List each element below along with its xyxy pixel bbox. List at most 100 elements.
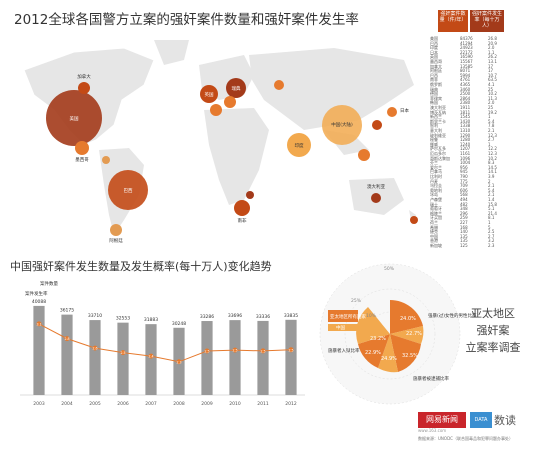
label-argentina: 阿根廷 — [109, 237, 123, 244]
row-count: 41294 — [460, 40, 473, 46]
table-row: 中国 135 2.7 — [430, 234, 548, 239]
bar-2003 — [33, 305, 45, 395]
radial-title-3: 立案率调查 — [466, 340, 521, 354]
row-count: 1430 — [460, 118, 471, 124]
rate-label-2004: 2.8 — [64, 337, 69, 341]
rate-point-2007 — [148, 353, 154, 359]
row-count: 348 — [460, 206, 468, 212]
table-row: 澳大利亚 1911 25 — [430, 105, 548, 110]
row-country: 新西兰 — [430, 114, 442, 120]
bar-value-2011: 33336 — [256, 314, 270, 320]
row-count: 790 — [460, 174, 468, 179]
row-country: 印度 — [430, 45, 438, 51]
row-country: 牙买加 — [430, 215, 442, 221]
table-row: 卢森堡 494 1.4 — [430, 197, 548, 202]
country-table: 强奸案件数量（件/年） 强奸案件发生率（每十万人） 美国 84376 26.8 巴西 4… — [430, 10, 548, 250]
row-rate: 2.0 — [488, 100, 495, 106]
bar-2006 — [117, 322, 129, 395]
row-rate: 2.7 — [488, 233, 495, 239]
row-rate: 10.2 — [488, 91, 497, 97]
bar-2005 — [89, 320, 101, 395]
rate-label-2009: 2.5 — [204, 350, 209, 354]
table-row: 芬兰 1004 8.3 — [430, 160, 548, 165]
row-count: 1004 — [460, 160, 471, 166]
row-count: 1310 — [460, 128, 471, 133]
legend-rate: 案件发生率 — [25, 290, 48, 297]
segment-jail-china — [356, 307, 390, 344]
row-rate: 5.1 — [488, 206, 495, 212]
label-usa: 美国 — [70, 115, 79, 122]
data-logo: DATA — [470, 412, 492, 428]
table-row: 捷克 140 2.5 — [430, 229, 548, 234]
value-arrested-china: 24.9% — [381, 356, 397, 362]
row-count: 482 — [460, 201, 468, 207]
label-arrested: 施暴者入狱比率 — [328, 347, 360, 354]
rate-point-2006 — [120, 350, 126, 356]
row-country: 厄瓜多尔 — [430, 151, 446, 156]
scale-25: 25% — [351, 298, 362, 304]
bar-value-2004: 36175 — [60, 308, 74, 314]
bubble-brazil — [108, 170, 148, 210]
rate-label-2005: 2.6 — [92, 347, 97, 351]
row-count: 259 — [460, 215, 468, 221]
table-row: 墨西哥 15567 13.1 — [430, 59, 548, 64]
row-count: 1811 — [460, 109, 471, 115]
row-country: 博茨瓦纳 — [430, 109, 446, 115]
row-country: 澳大利亚 — [430, 105, 446, 110]
x-tick-2005: 2005 — [89, 401, 101, 407]
table-row: 意大利 1310 2.1 — [430, 128, 548, 133]
row-country: 葡萄牙 — [430, 206, 442, 212]
row-count: 1290 — [460, 132, 471, 138]
legend-all-label: 亚太地区所有国家 — [330, 313, 366, 320]
label-japan: 日本 — [400, 107, 409, 114]
table-row: 博茨瓦纳 1811 19.2 — [430, 110, 548, 115]
radial-chart: 24.0% 22.7% 32.5% 24.9% 23.2% 22.9% 50% … — [319, 263, 521, 405]
row-rate: 17 — [488, 68, 494, 74]
row-rate: 63.5 — [488, 77, 497, 83]
table-row: 瑞典 3460 25 — [430, 87, 548, 92]
row-rate: 26.2 — [488, 54, 497, 60]
table-row: 菲律宾 2864 11.3 — [430, 96, 548, 101]
bar-2010 — [229, 320, 241, 395]
row-country: 丹麦 — [430, 178, 438, 184]
table-row: 美国 84376 26.8 — [430, 36, 548, 41]
row-rate: 12.3 — [488, 132, 497, 138]
rate-label-2012: 2.5 — [288, 348, 293, 352]
table-row: 印度 24923 2.0 — [430, 45, 548, 50]
rate-point-2005 — [92, 345, 98, 351]
x-tick-2004: 2004 — [61, 401, 73, 407]
row-rate: 15.8 — [488, 201, 497, 207]
table-row: 德国 2500 10.2 — [430, 91, 548, 96]
segment-consent-china — [390, 326, 424, 344]
bubble-sweden — [226, 78, 246, 98]
row-country: 哥斯达黎加 — [430, 155, 450, 161]
legend-all-swatch — [328, 310, 358, 322]
row-rate: 10.7 — [488, 72, 497, 78]
row-country: 格陵兰 — [430, 210, 442, 216]
row-country: 巴西 — [430, 40, 438, 46]
table-row: 香港 135 3.2 — [430, 238, 548, 243]
table-row: 日本 22172 1.1 — [430, 50, 548, 55]
row-count: 2380 — [460, 100, 471, 106]
row-count: 5994 — [460, 72, 471, 78]
row-count: 1161 — [460, 151, 471, 156]
row-country: 荷兰 — [430, 220, 438, 225]
row-country: 美国 — [430, 36, 438, 41]
table-row: 斯里兰卡 1430 5.4 — [430, 119, 548, 124]
row-count: 15567 — [460, 59, 473, 64]
row-count: 1207 — [460, 146, 471, 152]
rate-point-2012 — [288, 347, 294, 353]
bubble-australia — [371, 193, 381, 203]
row-rate: 5.4 — [488, 187, 495, 193]
url-text: www.163.com — [418, 428, 447, 433]
row-rate: 5 — [488, 224, 491, 230]
label-caught: 施暴者被逮捕比率 — [413, 375, 449, 382]
table-row: 新加坡 125 2.3 — [430, 243, 548, 248]
bubble-usa — [46, 90, 102, 146]
row-country: 萨尔瓦多 — [430, 146, 446, 152]
row-count: 16590 — [460, 54, 473, 60]
row-rate: 2.1 — [488, 128, 495, 133]
bar-value-2006: 32553 — [116, 316, 130, 322]
table-row: 比利时 790 3.9 — [430, 174, 548, 179]
row-rate: 11.3 — [488, 95, 497, 101]
